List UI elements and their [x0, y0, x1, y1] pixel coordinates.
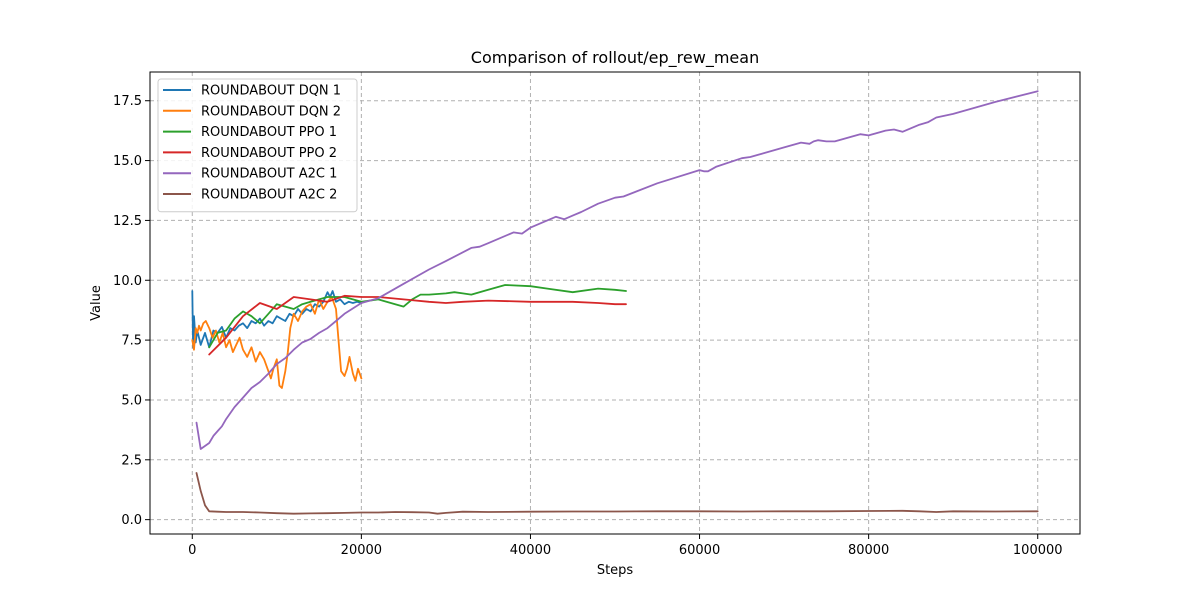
plot-frame — [149, 71, 1081, 535]
chart-title: Comparison of rollout/ep_rew_mean — [471, 48, 759, 68]
y-axis: 0.0 2.5 5.0 7.5 10.0 12.5 15.0 17.5 — [113, 94, 150, 528]
x-tick-label: 60000 — [679, 543, 720, 558]
series-line-4 — [208, 294, 627, 356]
x-tick-label: 40000 — [510, 543, 551, 558]
y-tick-label: 0.0 — [121, 513, 142, 528]
y-tick-label: 15.0 — [113, 154, 142, 169]
series-line-5 — [195, 90, 1039, 450]
y-tick-label: 7.5 — [121, 334, 142, 349]
series-line-6 — [195, 472, 1039, 515]
series-layer — [191, 90, 1039, 515]
legend-label: ROUNDABOUT PPO 2 — [201, 146, 337, 161]
y-axis-label: Value — [89, 285, 104, 321]
x-tick-label: 80000 — [848, 543, 889, 558]
series-line-1 — [191, 290, 363, 349]
legend-label: ROUNDABOUT PPO 1 — [201, 125, 337, 140]
legend-label: ROUNDABOUT DQN 2 — [201, 104, 341, 119]
legend-label: ROUNDABOUT A2C 2 — [201, 188, 337, 203]
y-tick-label: 12.5 — [113, 214, 142, 229]
legend-label: ROUNDABOUT A2C 1 — [201, 167, 337, 182]
y-tick-label: 17.5 — [113, 94, 142, 109]
legend-box — [157, 78, 358, 213]
series-line-3 — [208, 284, 627, 349]
y-tick-label: 10.0 — [113, 274, 142, 289]
legend: ROUNDABOUT DQN 1 ROUNDABOUT DQN 2 ROUNDABO… — [157, 78, 358, 213]
x-tick-label: 0 — [188, 543, 196, 558]
y-tick-label: 2.5 — [121, 453, 142, 468]
x-axis: 0 20000 40000 60000 80000 100000 — [188, 534, 1063, 558]
y-tick-label: 5.0 — [121, 393, 142, 408]
x-tick-label: 100000 — [1013, 543, 1063, 558]
legend-label: ROUNDABOUT DQN 1 — [201, 84, 341, 99]
x-axis-label: Steps — [597, 563, 634, 578]
x-tick-label: 20000 — [341, 543, 382, 558]
